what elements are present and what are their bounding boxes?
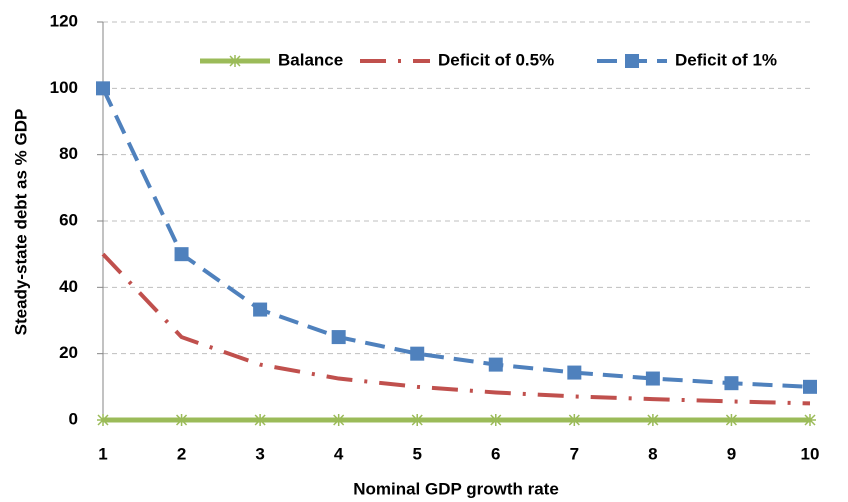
marker (724, 376, 739, 391)
marker (646, 414, 659, 426)
y-tick-label: 0 (69, 409, 78, 428)
marker (174, 247, 189, 262)
x-tick-label: 1 (98, 444, 107, 463)
marker (803, 379, 817, 394)
y-tick-label: 80 (59, 144, 78, 163)
series-line (101, 87, 811, 389)
marker (410, 346, 425, 361)
marker (489, 414, 502, 426)
marker (97, 414, 109, 426)
marker (175, 414, 188, 426)
y-tick-label: 60 (59, 210, 78, 229)
x-tick-label: 3 (255, 444, 264, 463)
x-tick-label: 8 (648, 444, 657, 463)
x-axis-label: Nominal GDP growth rate (353, 479, 559, 498)
series-line (101, 252, 811, 406)
x-tick-label: 7 (570, 444, 579, 463)
marker (645, 371, 660, 386)
y-tick-label: 40 (59, 277, 78, 296)
legend-marker (625, 54, 639, 68)
marker (332, 414, 345, 426)
legend-item: Deficit of 1% (597, 50, 777, 69)
marker (331, 330, 346, 345)
x-tick-label: 10 (801, 444, 820, 463)
x-tick-label: 9 (727, 444, 736, 463)
marker (254, 414, 267, 426)
legend-label: Deficit of 0.5% (438, 50, 554, 69)
marker (488, 357, 503, 372)
y-tick-label: 120 (50, 11, 78, 30)
marker (411, 414, 424, 426)
marker (229, 55, 241, 67)
legend-item: Balance (200, 50, 343, 69)
x-tick-label: 5 (412, 444, 421, 463)
y-tick-label: 20 (59, 343, 78, 362)
x-tick-label: 2 (177, 444, 186, 463)
y-tick-label: 100 (50, 78, 78, 97)
legend-label: Deficit of 1% (675, 50, 777, 69)
x-tick-label: 4 (334, 444, 344, 463)
marker (96, 81, 110, 96)
y-axis-label: Steady-state debt as % GDP (11, 109, 30, 336)
legend-item: Deficit of 0.5% (360, 50, 554, 69)
marker (253, 302, 268, 317)
marker (567, 365, 582, 380)
marker (725, 414, 738, 426)
legend-label: Balance (278, 50, 343, 69)
x-tick-label: 6 (491, 444, 500, 463)
marker (568, 414, 581, 426)
marker (804, 414, 816, 426)
